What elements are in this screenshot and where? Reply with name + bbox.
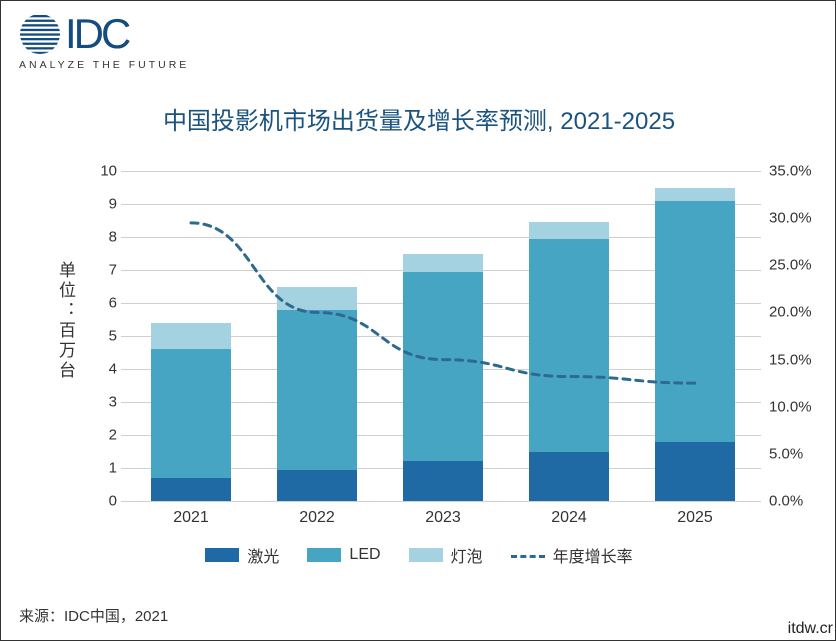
source-text: 来源：IDC中国，2021 bbox=[19, 605, 168, 626]
y-right-tick: 0.0% bbox=[769, 493, 824, 510]
logo-tagline: ANALYZE THE FUTURE bbox=[19, 59, 189, 71]
y-left-tick: 6 bbox=[89, 295, 117, 312]
chart-area: 0123456789100.0%5.0%10.0%15.0%20.0%25.0%… bbox=[121, 171, 761, 501]
y-axis-left-label: 单位：百万台 bbox=[53, 261, 78, 381]
y-right-tick: 20.0% bbox=[769, 304, 824, 321]
legend-item: 激光 bbox=[205, 543, 279, 567]
bar-segment-激光 bbox=[151, 478, 231, 501]
y-left-tick: 9 bbox=[89, 196, 117, 213]
y-left-tick: 4 bbox=[89, 361, 117, 378]
y-left-tick: 1 bbox=[89, 460, 117, 477]
legend-item: 灯泡 bbox=[409, 543, 483, 567]
y-right-tick: 25.0% bbox=[769, 257, 824, 274]
y-right-tick: 10.0% bbox=[769, 398, 824, 415]
bar-segment-灯泡 bbox=[529, 222, 609, 239]
plot-area: 0123456789100.0%5.0%10.0%15.0%20.0%25.0%… bbox=[121, 171, 761, 501]
bar-segment-激光 bbox=[403, 461, 483, 501]
y-left-tick: 3 bbox=[89, 394, 117, 411]
y-left-tick: 0 bbox=[89, 493, 117, 510]
y-left-tick: 10 bbox=[89, 163, 117, 180]
logo-top: IDC bbox=[19, 13, 189, 55]
bar-segment-激光 bbox=[655, 442, 735, 501]
legend-label: LED bbox=[349, 546, 380, 564]
y-right-tick: 30.0% bbox=[769, 210, 824, 227]
legend-swatch bbox=[409, 548, 443, 562]
legend-item: 年度增长率 bbox=[511, 543, 633, 567]
bar-segment-灯泡 bbox=[655, 188, 735, 201]
watermark: itdw.cr bbox=[788, 620, 833, 638]
y-right-tick: 35.0% bbox=[769, 163, 824, 180]
legend-swatch bbox=[205, 548, 239, 562]
bar-segment-激光 bbox=[277, 470, 357, 501]
logo-globe-icon bbox=[19, 13, 61, 55]
x-axis-label: 2021 bbox=[151, 509, 231, 527]
legend-swatch bbox=[307, 548, 341, 562]
x-axis-label: 2022 bbox=[277, 509, 357, 527]
bar-segment-LED bbox=[529, 239, 609, 452]
page: IDC ANALYZE THE FUTURE 中国投影机市场出货量及增长率预测,… bbox=[0, 0, 836, 641]
x-axis-label: 2024 bbox=[529, 509, 609, 527]
y-right-tick: 15.0% bbox=[769, 351, 824, 368]
bar-segment-LED bbox=[403, 272, 483, 462]
legend-label: 年度增长率 bbox=[553, 543, 633, 567]
logo-text: IDC bbox=[65, 13, 128, 55]
chart-title: 中国投影机市场出货量及增长率预测, 2021-2025 bbox=[1, 101, 836, 136]
y-left-tick: 8 bbox=[89, 229, 117, 246]
legend-label: 激光 bbox=[247, 543, 279, 567]
bar-segment-LED bbox=[151, 349, 231, 478]
legend-label: 灯泡 bbox=[451, 543, 483, 567]
y-left-tick: 7 bbox=[89, 262, 117, 279]
legend-dash-icon bbox=[511, 555, 545, 558]
legend: 激光 LED 灯泡 年度增长率 bbox=[1, 543, 836, 567]
bar-segment-激光 bbox=[529, 452, 609, 502]
bar-segment-灯泡 bbox=[277, 287, 357, 310]
bar-segment-LED bbox=[277, 310, 357, 470]
y-left-tick: 5 bbox=[89, 328, 117, 345]
bar-segment-灯泡 bbox=[403, 254, 483, 272]
legend-item: LED bbox=[307, 546, 380, 564]
grid-line bbox=[121, 171, 761, 172]
bar-segment-LED bbox=[655, 201, 735, 442]
idc-logo: IDC ANALYZE THE FUTURE bbox=[19, 13, 189, 71]
x-axis-label: 2023 bbox=[403, 509, 483, 527]
y-right-tick: 5.0% bbox=[769, 445, 824, 462]
bar-segment-灯泡 bbox=[151, 323, 231, 349]
y-left-tick: 2 bbox=[89, 427, 117, 444]
grid-line bbox=[121, 501, 761, 502]
x-axis-label: 2025 bbox=[655, 509, 735, 527]
